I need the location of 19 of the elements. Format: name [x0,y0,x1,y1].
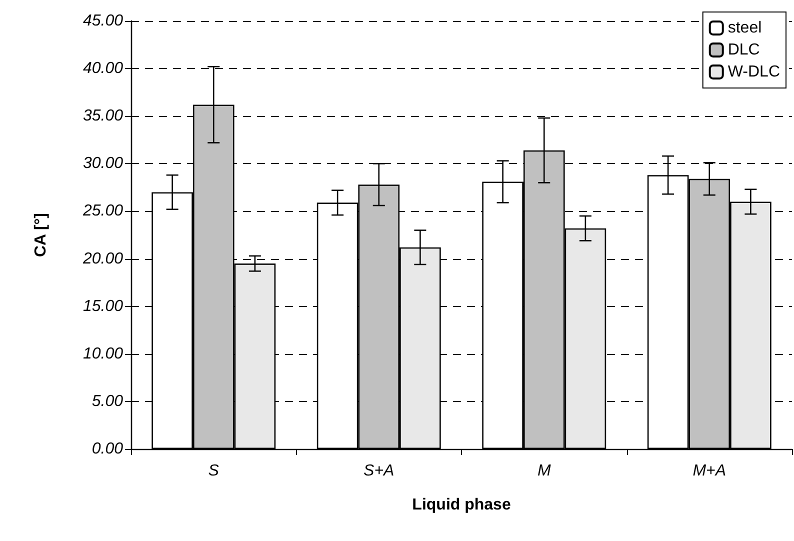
y-axis-title: CA [°] [32,212,50,258]
y-tick-label: 35.00 [82,108,124,125]
y-tick-label: 25.00 [82,202,124,220]
legend-label: W-DLC [728,64,780,80]
y-tick-label: 20.00 [82,250,124,268]
x-tick-label: S+A [364,462,394,480]
x-axis-title: Liquid phase [412,496,511,514]
x-tick-label: M [537,462,552,480]
legend-label: steel [728,20,762,36]
y-tick-label: 30.00 [82,155,124,172]
y-tick-label: 0.00 [92,440,124,458]
y-tick-label: 10.00 [82,345,124,362]
x-tick-label: S [208,462,220,480]
y-tick-label: 5.00 [92,392,124,410]
y-tick-label: 15.00 [82,298,124,315]
y-tick-label: 40.00 [82,60,124,78]
legend-label: DLC [728,42,760,58]
x-tick-label: M+A [692,462,726,480]
y-tick-label: 45.00 [82,12,124,30]
